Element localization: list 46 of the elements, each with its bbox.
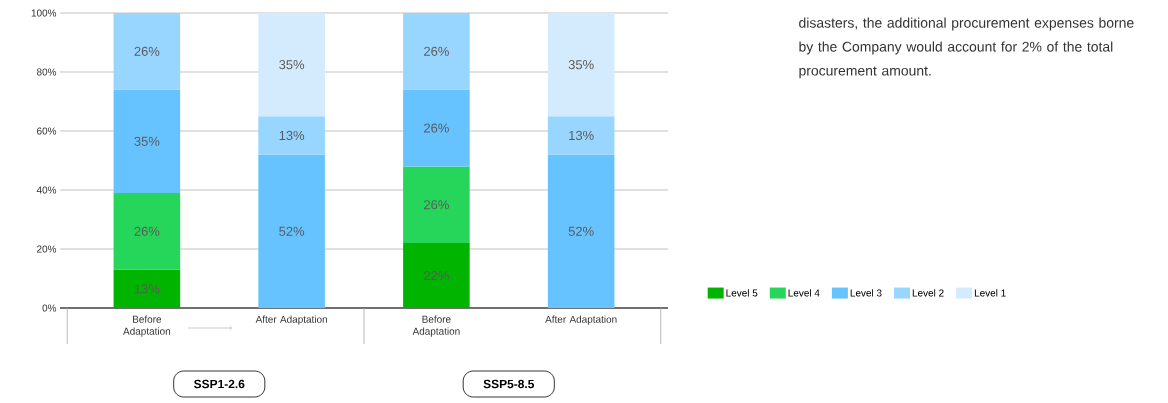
bar <box>547 154 615 308</box>
x-tick-label: Before Adaptation <box>412 315 460 337</box>
data-label: 35% <box>568 60 594 70</box>
legend-label: Level 1 <box>974 289 1006 297</box>
bar <box>403 13 470 90</box>
y-tick-label: 40% <box>36 186 57 194</box>
y-tick-label: 20% <box>37 245 57 253</box>
bar <box>403 89 470 167</box>
text: SSP1-2.6 <box>194 379 245 389</box>
bar <box>113 13 181 90</box>
data-label: 35% <box>279 60 305 70</box>
text: disasters, the additional procurement expenses borne by the Company would account for 2% of the total procurement amount. <box>799 17 1134 79</box>
bar <box>547 116 615 155</box>
data-label: 26% <box>134 226 160 236</box>
data-label: 13% <box>279 130 305 141</box>
legend-label: Level 5 <box>726 289 758 297</box>
data-label: 26% <box>424 46 449 56</box>
bar <box>547 13 615 117</box>
data-label: 22% <box>424 270 449 281</box>
data-label: 26% <box>134 46 160 56</box>
data-label: 13% <box>569 130 594 141</box>
bar <box>113 269 181 308</box>
bar <box>258 116 325 155</box>
y-tick-label: 0% <box>42 304 57 312</box>
data-label: 35% <box>134 136 160 146</box>
data-label: 52% <box>279 226 305 236</box>
text: SSP5-8.5 <box>483 379 535 389</box>
y-tick-label: 60% <box>37 127 57 135</box>
bar <box>113 89 181 193</box>
legend-label: Level 4 <box>788 289 820 297</box>
legend-label: Level 2 <box>912 289 944 297</box>
bar <box>258 154 325 308</box>
bar <box>403 166 470 244</box>
bar <box>113 192 181 270</box>
y-tick-label: 80% <box>36 68 57 76</box>
data-label: 26% <box>424 123 449 133</box>
legend-label: Level 3 <box>850 289 882 297</box>
data-label: 26% <box>424 200 449 210</box>
y-tick-label: 100% <box>31 9 57 17</box>
bar <box>258 13 325 117</box>
data-label: 13% <box>134 284 160 294</box>
x-tick-label: After Adaptation <box>255 315 327 325</box>
data-label: 52% <box>568 226 594 236</box>
bar <box>403 243 470 308</box>
x-tick-label: After Adaptation <box>545 315 617 325</box>
x-tick-label: Before Adaptation <box>123 315 171 337</box>
